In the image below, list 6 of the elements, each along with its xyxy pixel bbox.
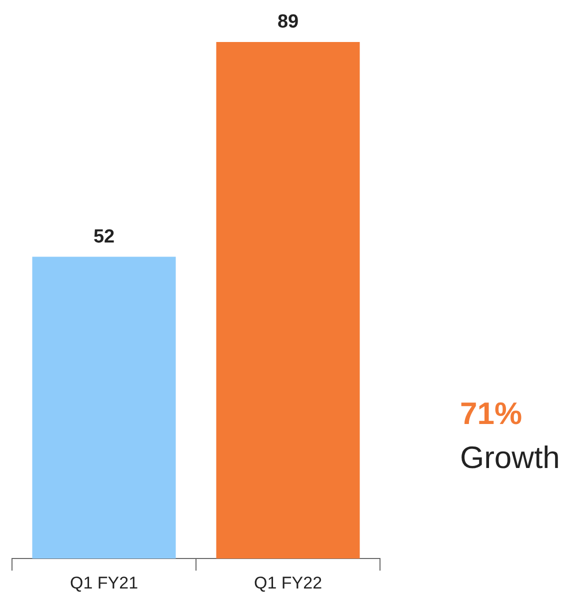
x-tick-label: Q1 FY22 (254, 573, 322, 592)
text: Growth (460, 439, 560, 477)
data-label: 52 (93, 226, 115, 248)
text: 71% (460, 395, 524, 433)
x-tick-label: Q1 FY21 (70, 573, 138, 592)
data-label: 89 (277, 12, 299, 33)
